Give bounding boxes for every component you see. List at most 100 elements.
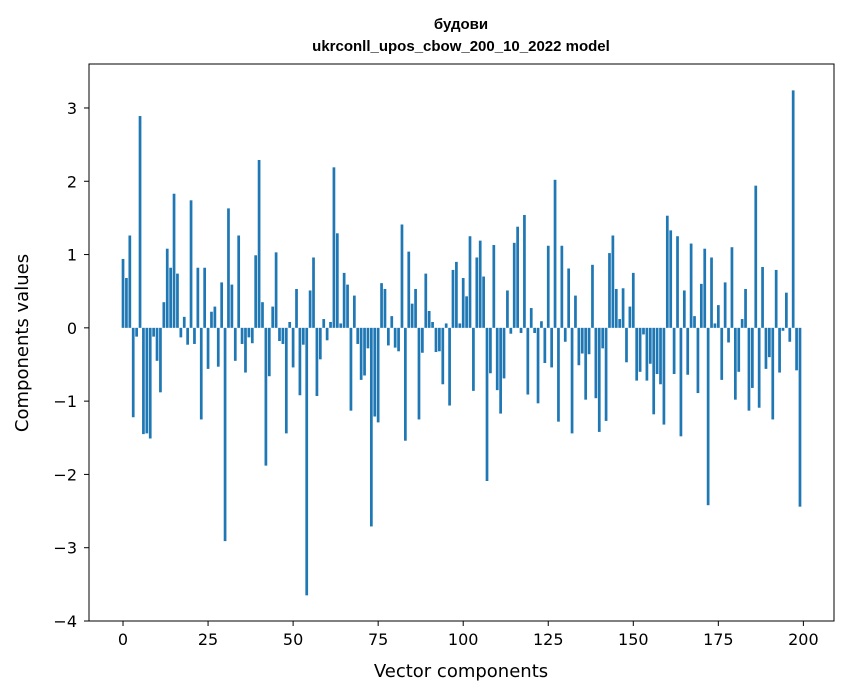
bar (727, 327, 730, 343)
bar (608, 253, 611, 328)
bar (713, 323, 717, 328)
bar (689, 243, 693, 328)
bar (570, 327, 574, 434)
bar (182, 316, 186, 328)
bar (444, 323, 448, 328)
bar (295, 289, 298, 328)
bar (716, 305, 720, 328)
bar (189, 200, 193, 328)
bar (244, 327, 247, 373)
bar (693, 316, 696, 328)
y-axis-label: Components values (12, 254, 33, 432)
bar (482, 276, 485, 328)
bar (400, 224, 404, 328)
bar (781, 327, 785, 331)
x-tick-label: 25 (198, 630, 218, 649)
bar (655, 327, 659, 375)
bar (465, 296, 468, 328)
bar (478, 240, 482, 328)
bar (529, 308, 533, 328)
bar (499, 327, 502, 414)
bar (672, 327, 676, 375)
bar (614, 289, 618, 328)
bar (699, 283, 703, 328)
y-tick-label: −2 (53, 465, 77, 484)
bar (740, 319, 744, 328)
bar (611, 235, 615, 328)
bar (383, 289, 387, 328)
bar (210, 311, 213, 328)
bar (291, 327, 295, 368)
bar (414, 289, 417, 328)
y-axis-ticks: −4 −3 −2 −1 0 1 2 3 (53, 99, 89, 631)
x-tick-label: 175 (703, 630, 734, 649)
bar (152, 327, 155, 337)
bar (540, 321, 543, 328)
bar (455, 261, 458, 328)
x-axis-ticks: 0 25 50 75 100 125 150 175 200 (118, 621, 819, 649)
bar (407, 251, 411, 328)
bar (594, 327, 598, 399)
bar (237, 235, 241, 328)
bar (550, 327, 554, 368)
bar (665, 215, 669, 328)
x-tick-label: 50 (283, 630, 303, 649)
bar (135, 327, 138, 337)
bar (635, 327, 639, 381)
bar (696, 327, 700, 394)
bar (325, 327, 329, 341)
bar (628, 306, 632, 328)
bar (652, 327, 656, 415)
bar (676, 236, 679, 328)
y-tick-label: −3 (53, 539, 77, 558)
bar (516, 226, 519, 328)
bar (461, 278, 465, 328)
bar (322, 319, 326, 328)
bar (567, 268, 571, 328)
bar (172, 193, 176, 328)
bar (138, 116, 142, 328)
bar (751, 327, 754, 388)
bar (203, 267, 207, 328)
bar (165, 248, 169, 328)
bar (288, 321, 292, 328)
bar (264, 327, 268, 466)
bar (250, 327, 254, 344)
bar (533, 327, 536, 333)
bar (176, 273, 179, 328)
bar (706, 327, 710, 506)
bar (233, 327, 237, 361)
bar (768, 327, 771, 358)
bar (495, 327, 499, 391)
bar (220, 282, 224, 328)
bar (591, 264, 594, 328)
bar (625, 327, 628, 363)
bar (199, 327, 203, 420)
bar (131, 327, 135, 418)
bar (475, 257, 479, 328)
bar (424, 273, 428, 328)
bar (159, 327, 162, 393)
bar (390, 316, 394, 328)
bar (788, 327, 792, 342)
bar (216, 327, 220, 367)
bar (431, 321, 434, 328)
bar (791, 90, 795, 328)
bar (523, 214, 526, 328)
y-tick-label: −4 (53, 612, 77, 631)
chart-title: будови (434, 16, 488, 33)
bar (618, 319, 622, 328)
bar (125, 278, 128, 328)
bar (730, 247, 734, 328)
bar (179, 327, 183, 338)
bar (230, 284, 234, 328)
bar (723, 282, 727, 328)
bar (621, 288, 625, 328)
bar (196, 267, 200, 328)
bar (509, 327, 513, 334)
bar (148, 327, 152, 439)
bar (240, 327, 244, 344)
bar (257, 160, 261, 328)
x-tick-label: 100 (448, 630, 479, 649)
